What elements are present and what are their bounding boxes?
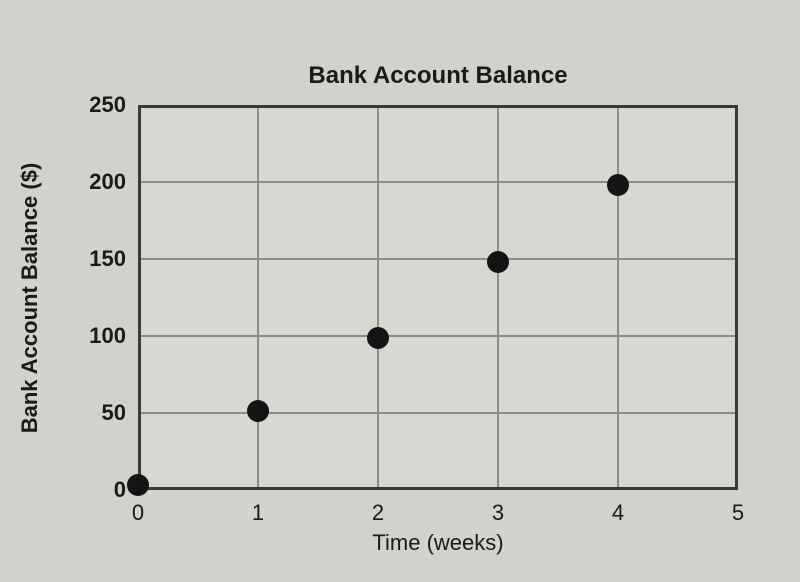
data-point — [487, 251, 509, 273]
y-tick-label: 150 — [89, 246, 138, 272]
data-point — [367, 327, 389, 349]
y-tick-label: 50 — [102, 400, 138, 426]
x-axis-label: Time (weeks) — [138, 530, 738, 556]
data-point — [607, 174, 629, 196]
x-tick-label: 5 — [732, 490, 744, 526]
x-tick-label: 3 — [492, 490, 504, 526]
y-axis-label: Bank Account Balance ($) — [15, 148, 45, 448]
plot-border — [138, 105, 738, 490]
y-tick-label: 200 — [89, 169, 138, 195]
data-point — [127, 474, 149, 496]
x-tick-label: 1 — [252, 490, 264, 526]
plot-area: 012345050100150200250 — [138, 105, 738, 490]
chart-page: Bank Account Balance Bank Account Balanc… — [0, 0, 800, 582]
chart-title: Bank Account Balance — [138, 62, 738, 90]
x-tick-label: 2 — [372, 490, 384, 526]
y-tick-label: 250 — [89, 92, 138, 118]
y-tick-label: 100 — [89, 323, 138, 349]
x-tick-label: 4 — [612, 490, 624, 526]
data-point — [247, 400, 269, 422]
